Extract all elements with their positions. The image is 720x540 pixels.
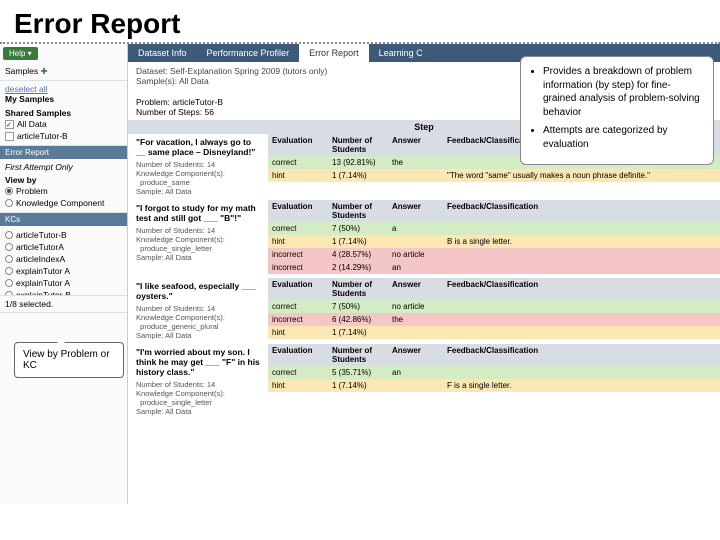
eval-row-hint: hint1 (7.14%)"The word "same" usually ma…	[268, 169, 720, 182]
eval-row-correct: correct5 (35.71%)an	[268, 366, 720, 379]
radio-icon[interactable]	[5, 199, 13, 207]
sample-label: Sample(s): All Data	[136, 76, 209, 86]
eval-row-incorrect: incorrect2 (14.29%)an	[268, 261, 720, 274]
radio-label: Problem	[16, 186, 48, 196]
kc-list: articleTutor-B articleTutorA articleInde…	[0, 226, 127, 296]
dataset-label: Dataset: Self-Explanation Spring 2009 (t…	[136, 66, 327, 76]
callout-bullet: Attempts are categorized by evaluation	[543, 124, 703, 151]
problem-block: "I'm worried about my son. I think he ma…	[128, 344, 720, 416]
radio-icon[interactable]	[5, 231, 13, 239]
sample-row[interactable]: articleTutor-B	[5, 130, 122, 142]
eval-row-correct: correct7 (50%)no article	[268, 300, 720, 313]
help-button[interactable]: Help ▾	[3, 47, 38, 60]
sidebar: Help ▾ Samples ✚ deselect all My Samples…	[0, 44, 128, 504]
radio-icon[interactable]	[5, 279, 13, 287]
step-question: "I forgot to study for my math test and …	[128, 200, 268, 226]
eval-row-hint: hint1 (7.14%)	[268, 326, 720, 339]
problem-block: "I forgot to study for my math test and …	[128, 200, 720, 274]
view-by-problem[interactable]: Problem	[5, 185, 122, 197]
error-report-heading: Error Report	[0, 146, 127, 159]
callout-viewby: View by Problem or KC	[14, 342, 124, 378]
eval-row-incorrect: incorrect6 (42.86%)the	[268, 313, 720, 326]
shared-samples-heading: Shared Samples	[5, 108, 122, 118]
tab-error-report[interactable]: Error Report	[299, 44, 369, 62]
step-question: "I'm worried about my son. I think he ma…	[128, 344, 268, 380]
eval-row-hint: hint1 (7.14%)B is a single letter.	[268, 235, 720, 248]
eval-row-correct: correct7 (50%)a	[268, 222, 720, 235]
eval-row-hint: hint1 (7.14%)F is a single letter.	[268, 379, 720, 392]
radio-icon[interactable]	[5, 267, 13, 275]
kc-item[interactable]: articleTutor-B	[5, 229, 122, 241]
callout-description: Provides a breakdown of problem informat…	[520, 56, 714, 165]
kc-item[interactable]: articleIndexA	[5, 253, 122, 265]
checkbox-icon[interactable]	[5, 132, 14, 141]
first-attempt-label: First Attempt Only	[5, 162, 122, 172]
kcs-heading: KCs	[0, 213, 127, 226]
view-by-kc[interactable]: Knowledge Component	[5, 197, 122, 209]
sample-label: articleTutor-B	[17, 131, 68, 141]
checkbox-icon[interactable]	[5, 120, 14, 129]
kc-item[interactable]: explainTutor A	[5, 265, 122, 277]
tab-dataset-info[interactable]: Dataset Info	[128, 44, 197, 62]
radio-label: Knowledge Component	[16, 198, 104, 208]
view-by-heading: View by	[5, 175, 122, 185]
selection-count: 1/8 selected.	[0, 296, 127, 313]
samples-label: Samples	[5, 66, 38, 76]
callout-bullet: Provides a breakdown of problem informat…	[543, 65, 703, 119]
steps-count: Number of Steps: 56	[136, 107, 214, 117]
radio-icon[interactable]	[5, 187, 13, 195]
tab-performance-profiler[interactable]: Performance Profiler	[197, 44, 300, 62]
kc-item[interactable]: articleTutorA	[5, 241, 122, 253]
samples-section: Samples ✚	[0, 63, 127, 81]
sample-row[interactable]: All Data	[5, 118, 122, 130]
page-title: Error Report	[0, 0, 720, 44]
radio-icon[interactable]	[5, 255, 13, 263]
kc-item[interactable]: explainTutor A	[5, 277, 122, 289]
add-sample-icon[interactable]: ✚	[40, 66, 47, 76]
radio-icon[interactable]	[5, 243, 13, 251]
kc-item[interactable]: explainTutor-B	[5, 289, 122, 296]
problem-block: "I like seafood, especially ___ oysters.…	[128, 278, 720, 340]
problem-name: Problem: articleTutor-B	[136, 97, 223, 107]
tab-learning-curve[interactable]: Learning C	[369, 44, 433, 62]
sample-label: All Data	[17, 119, 47, 129]
deselect-all-link[interactable]: deselect all	[5, 84, 122, 94]
step-question: "I like seafood, especially ___ oysters.…	[128, 278, 268, 304]
eval-row-incorrect: incorrect4 (28.57%)no article	[268, 248, 720, 261]
my-samples-heading: My Samples	[5, 94, 122, 104]
step-question: "For vacation, I always go to __ same pl…	[128, 134, 268, 160]
